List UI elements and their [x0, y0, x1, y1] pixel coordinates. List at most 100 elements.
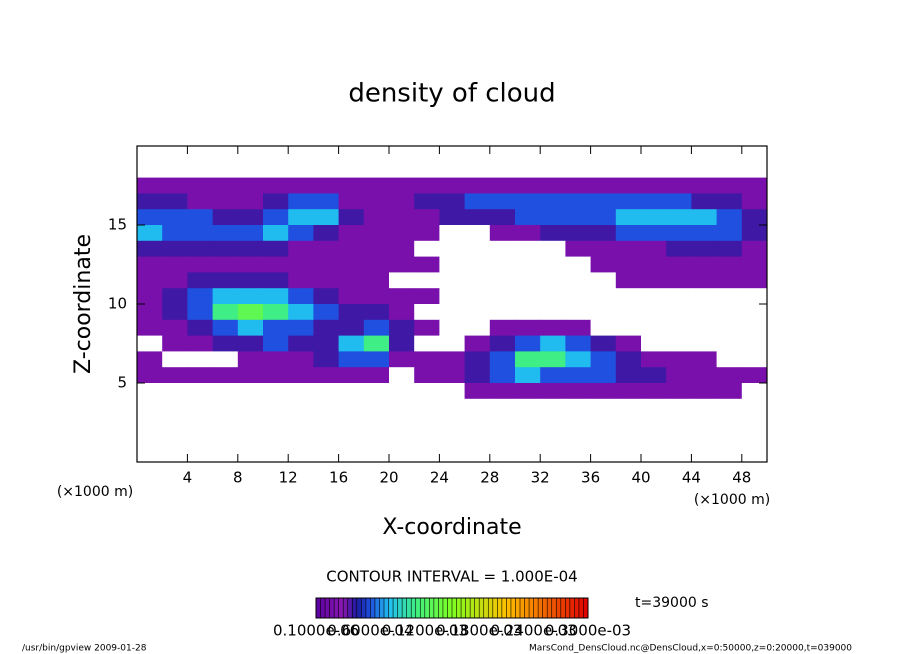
density-cell	[741, 446, 768, 463]
x-tick-label: 40	[631, 469, 650, 487]
density-cell	[691, 304, 718, 321]
colorbar-swatch	[415, 598, 421, 618]
density-cell	[263, 146, 289, 163]
density-cell	[389, 430, 415, 447]
density-cell	[338, 240, 365, 258]
density-cell	[489, 146, 516, 163]
colorbar-swatch	[492, 598, 498, 618]
density-cell	[288, 430, 314, 447]
density-cell	[716, 256, 743, 273]
density-cell	[565, 193, 592, 210]
density-cell	[464, 193, 491, 210]
colorbar-swatch	[569, 598, 575, 618]
contour-interval: CONTOUR INTERVAL = 1.000E-04	[326, 568, 577, 586]
density-cell	[389, 240, 415, 258]
colorbar-swatch	[551, 598, 557, 618]
density-cell	[641, 256, 667, 273]
colorbar-swatch	[479, 598, 485, 618]
density-cell	[212, 398, 239, 416]
density-cell	[439, 193, 466, 210]
density-cell	[464, 209, 491, 226]
density-cell	[439, 319, 466, 337]
density-cell	[338, 272, 365, 289]
density-cell	[691, 367, 718, 384]
colorbar-swatch	[560, 598, 566, 618]
density-cell	[263, 351, 289, 368]
colorbar-swatch	[465, 598, 471, 618]
density-cell	[263, 304, 289, 321]
x-tick-label: 36	[581, 469, 600, 487]
density-cell	[716, 240, 743, 258]
density-cell	[515, 272, 541, 289]
density-cell	[414, 367, 440, 384]
density-cell	[716, 288, 743, 305]
density-cell	[414, 225, 440, 242]
density-cell	[489, 319, 516, 337]
density-cell	[137, 319, 163, 337]
colorbar-swatch	[583, 598, 589, 618]
density-cell	[666, 414, 692, 431]
density-cell	[212, 351, 239, 368]
colorbar-swatch	[533, 598, 539, 618]
density-cell	[515, 304, 541, 321]
density-cell	[363, 256, 390, 273]
colorbar-swatch	[515, 598, 521, 618]
colorbar-swatch	[316, 598, 322, 618]
density-cell	[162, 288, 188, 305]
density-cell	[439, 240, 466, 258]
density-cell	[414, 414, 440, 431]
density-cell	[565, 256, 592, 273]
density-cell	[590, 398, 617, 416]
density-cell	[615, 367, 642, 384]
density-cell	[137, 146, 163, 163]
density-cell	[464, 335, 491, 352]
density-cell	[741, 430, 768, 447]
density-cell	[515, 335, 541, 352]
density-cell	[338, 225, 365, 242]
density-cell	[212, 367, 239, 384]
density-cell	[540, 288, 566, 305]
density-cell	[363, 146, 390, 163]
density-cell	[565, 446, 592, 463]
colorbar-swatch	[447, 598, 453, 618]
density-cell	[288, 193, 314, 210]
density-cell	[338, 161, 365, 179]
density-cell	[162, 414, 188, 431]
density-cell	[389, 161, 415, 179]
density-cell	[590, 367, 617, 384]
colorbar-swatch	[325, 598, 331, 618]
density-cell	[515, 240, 541, 258]
density-cell	[590, 146, 617, 163]
colorbar-swatch	[501, 598, 507, 618]
density-cell	[641, 240, 667, 258]
density-cell	[162, 367, 188, 384]
density-cell	[615, 430, 642, 447]
colorbar-swatch	[506, 598, 512, 618]
density-cell	[716, 446, 743, 463]
colorbar-swatch	[356, 598, 362, 618]
colorbar-swatch	[338, 598, 344, 618]
density-cell	[389, 367, 415, 384]
x-tick-label: 16	[329, 469, 348, 487]
density-cell	[741, 209, 768, 226]
density-cell	[237, 177, 264, 194]
density-cell	[464, 414, 491, 431]
density-cell	[464, 367, 491, 384]
density-cell	[187, 209, 214, 226]
density-cell	[237, 398, 264, 416]
density-cell	[212, 272, 239, 289]
density-cell	[187, 177, 214, 194]
density-cell	[641, 209, 667, 226]
colorbar-swatch	[574, 598, 580, 618]
density-cell	[414, 256, 440, 273]
density-cell	[691, 193, 718, 210]
density-cell	[691, 335, 718, 352]
density-cell	[363, 225, 390, 242]
density-cell	[237, 272, 264, 289]
density-cell	[338, 414, 365, 431]
density-cell	[338, 398, 365, 416]
density-cell	[439, 288, 466, 305]
density-cell	[741, 335, 768, 352]
density-cell	[590, 161, 617, 179]
density-cell	[263, 367, 289, 384]
